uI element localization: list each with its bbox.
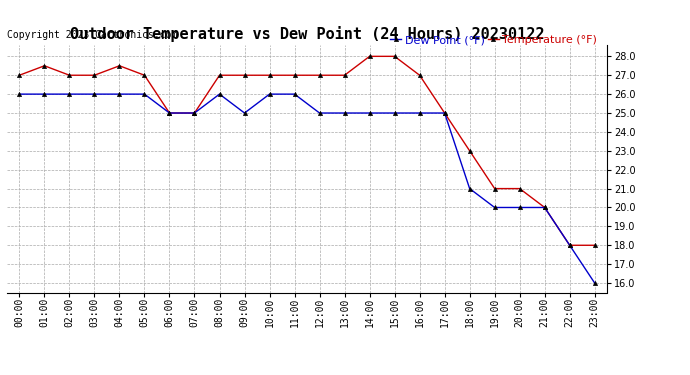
Temperature (°F)	[166, 111, 174, 115]
Temperature (°F)	[566, 243, 574, 248]
Dew Point (°F)	[215, 92, 224, 96]
Dew Point (°F)	[491, 205, 499, 210]
Temperature (°F)	[440, 111, 449, 115]
Temperature (°F)	[540, 205, 549, 210]
Dew Point (°F)	[240, 111, 248, 115]
Temperature (°F)	[140, 73, 148, 78]
Dew Point (°F)	[466, 186, 474, 191]
Temperature (°F)	[15, 73, 23, 78]
Temperature (°F)	[215, 73, 224, 78]
Dew Point (°F)	[115, 92, 124, 96]
Temperature (°F)	[266, 73, 274, 78]
Dew Point (°F)	[415, 111, 424, 115]
Dew Point (°F)	[66, 92, 74, 96]
Dew Point (°F)	[190, 111, 199, 115]
Temperature (°F)	[391, 54, 399, 58]
Dew Point (°F)	[566, 243, 574, 248]
Dew Point (°F)	[391, 111, 399, 115]
Dew Point (°F)	[166, 111, 174, 115]
Line: Dew Point (°F): Dew Point (°F)	[17, 92, 597, 285]
Temperature (°F)	[340, 73, 348, 78]
Dew Point (°F)	[140, 92, 148, 96]
Temperature (°F)	[240, 73, 248, 78]
Dew Point (°F)	[266, 92, 274, 96]
Temperature (°F)	[415, 73, 424, 78]
Dew Point (°F)	[40, 92, 48, 96]
Temperature (°F)	[66, 73, 74, 78]
Dew Point (°F)	[591, 281, 599, 285]
Dew Point (°F)	[340, 111, 348, 115]
Dew Point (°F)	[315, 111, 324, 115]
Temperature (°F)	[466, 148, 474, 153]
Temperature (°F)	[591, 243, 599, 248]
Title: Outdoor Temperature vs Dew Point (24 Hours) 20230122: Outdoor Temperature vs Dew Point (24 Hou…	[70, 27, 544, 42]
Dew Point (°F)	[540, 205, 549, 210]
Temperature (°F)	[90, 73, 99, 78]
Temperature (°F)	[366, 54, 374, 58]
Dew Point (°F)	[515, 205, 524, 210]
Dew Point (°F)	[290, 92, 299, 96]
Temperature (°F)	[515, 186, 524, 191]
Dew Point (°F)	[15, 92, 23, 96]
Temperature (°F)	[290, 73, 299, 78]
Dew Point (°F)	[366, 111, 374, 115]
Temperature (°F)	[315, 73, 324, 78]
Line: Temperature (°F): Temperature (°F)	[17, 54, 597, 248]
Legend: Dew Point (°F), Temperature (°F): Dew Point (°F), Temperature (°F)	[386, 31, 602, 50]
Temperature (°F)	[115, 63, 124, 68]
Temperature (°F)	[491, 186, 499, 191]
Dew Point (°F)	[90, 92, 99, 96]
Dew Point (°F)	[440, 111, 449, 115]
Text: Copyright 2023 Cartronics.com: Copyright 2023 Cartronics.com	[7, 30, 177, 40]
Temperature (°F)	[40, 63, 48, 68]
Temperature (°F)	[190, 111, 199, 115]
